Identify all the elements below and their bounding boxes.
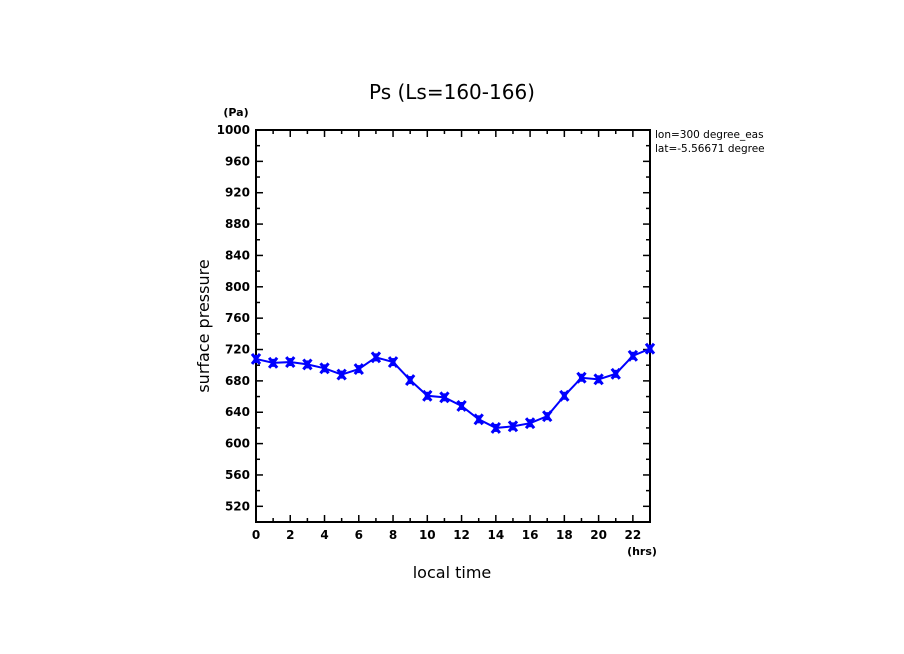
series-line: [255, 347, 651, 429]
x-tick-label: 10: [419, 528, 436, 542]
x-tick-label: 20: [590, 528, 607, 542]
y-tick-label: 880: [225, 217, 250, 231]
data-point-marker: [353, 363, 364, 376]
data-point-marker: [439, 391, 450, 404]
y-tick-label: 680: [225, 374, 250, 388]
y-tick-label: 560: [225, 468, 250, 482]
data-point-marker: [456, 400, 467, 412]
data-point-marker: [285, 356, 296, 369]
x-tick-label: 8: [389, 528, 397, 542]
data-point-marker: [610, 367, 621, 380]
data-point-marker: [627, 349, 639, 362]
data-point-marker: [490, 421, 501, 434]
x-axis-title: local time: [413, 563, 492, 582]
y-tick-label: 600: [225, 437, 250, 451]
annotation-lon: lon=300 degree_eas: [655, 129, 764, 141]
y-tick-label: 800: [225, 280, 250, 294]
data-point-marker: [370, 351, 382, 364]
x-tick-label: 0: [252, 528, 260, 542]
data-point-marker: [559, 389, 570, 402]
x-tick-label: 16: [522, 528, 539, 542]
y-tick-label: 720: [225, 343, 250, 357]
y-tick-label: 960: [225, 154, 250, 168]
data-point-marker: [319, 362, 330, 375]
y-tick-label: 1000: [217, 123, 250, 137]
data-point-marker: [405, 374, 416, 387]
data-point-marker: [507, 420, 519, 433]
y-tick-label: 640: [225, 405, 250, 419]
data-point-marker: [644, 342, 656, 355]
x-tick-label: 18: [556, 528, 573, 542]
x-tick-label: 12: [453, 528, 470, 542]
x-tick-label: 4: [320, 528, 328, 542]
data-point-marker: [524, 417, 536, 430]
data-point-marker: [542, 410, 553, 423]
data-point-marker: [473, 413, 484, 426]
data-point-marker: [302, 358, 313, 371]
data-point-marker: [422, 389, 433, 402]
y-tick-label: 520: [225, 499, 250, 513]
data-point-marker: [250, 352, 262, 365]
x-tick-label: 6: [355, 528, 363, 542]
y-tick-label: 920: [225, 186, 250, 200]
x-tick-label: 22: [625, 528, 642, 542]
x-tick-label: 14: [487, 528, 504, 542]
y-tick-label: 840: [225, 248, 250, 262]
y-axis-title: surface pressure: [194, 259, 213, 392]
data-point-marker: [267, 356, 279, 369]
chart-title: Ps (Ls=160-166): [369, 80, 535, 104]
x-tick-label: 2: [286, 528, 294, 542]
plot-frame: [255, 129, 651, 523]
y-tick-label: 760: [225, 311, 250, 325]
y-unit-label: (Pa): [223, 106, 248, 119]
x-unit-label: (hrs): [627, 545, 657, 558]
data-point-marker: [576, 371, 587, 384]
annotation-lat: lat=-5.56671 degree: [655, 143, 765, 155]
data-point-marker: [387, 356, 399, 369]
data-point-marker: [593, 373, 604, 386]
data-point-marker: [336, 368, 347, 381]
